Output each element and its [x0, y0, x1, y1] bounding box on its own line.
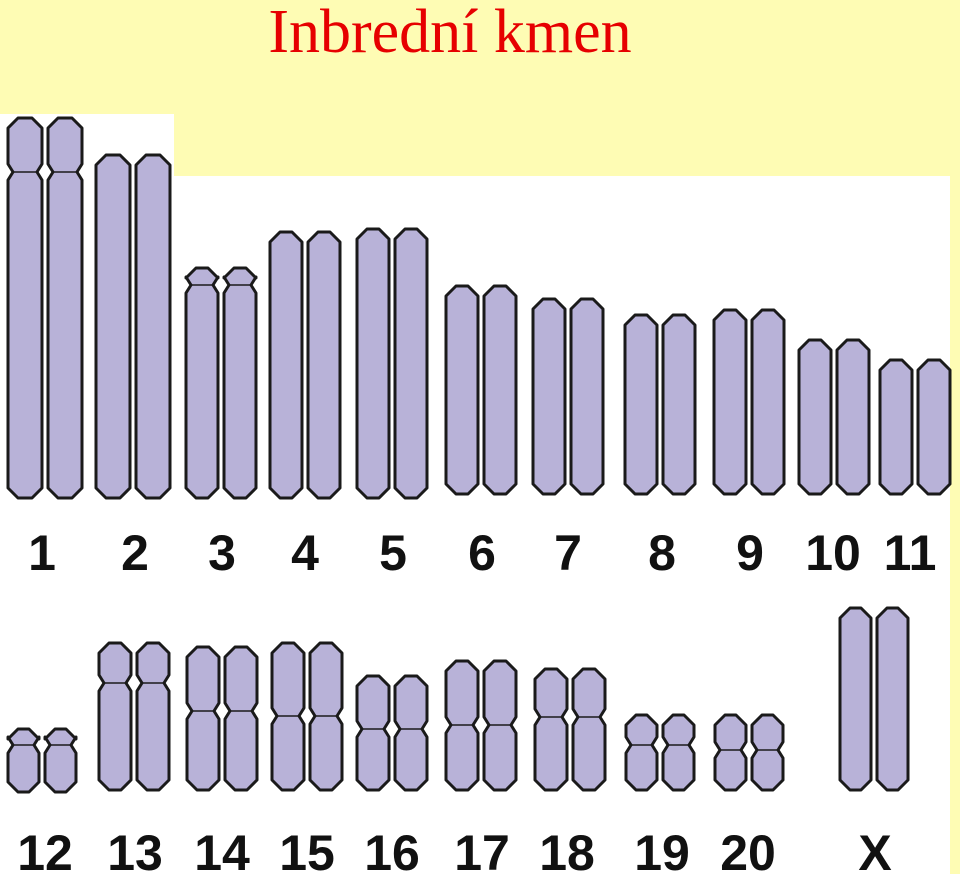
chromosome-label-2: 2: [121, 525, 149, 581]
chromatid: [750, 713, 785, 792]
chromosome-pair-6: [444, 284, 518, 496]
chromosome-pair-1: [6, 116, 84, 500]
chromosome-pair-7: [531, 297, 605, 496]
chromosome-label-14: 14: [194, 825, 250, 874]
chromosome-label-x: X: [858, 825, 891, 874]
chromatid: [482, 284, 518, 496]
chromosome-label-19: 19: [634, 825, 690, 874]
chromatid: [533, 667, 569, 792]
chromatid: [569, 297, 605, 496]
chromatid: [624, 713, 659, 792]
chromatid: [878, 358, 914, 496]
chromatid: [835, 338, 871, 496]
chromosome-label-1: 1: [28, 525, 56, 581]
chromosome-pair-4: [268, 230, 342, 500]
chromatid: [222, 266, 258, 500]
chromosome-label-5: 5: [379, 525, 407, 581]
chromosome-pair-11: [878, 358, 952, 496]
chromatid: [6, 727, 41, 794]
chromosome-label-9: 9: [736, 525, 764, 581]
chromosome-pair-9: [712, 308, 786, 496]
chromatid: [355, 227, 391, 500]
chromosome-label-17: 17: [454, 825, 510, 874]
chromosome-pair-18: [533, 667, 607, 792]
chromatid: [6, 116, 44, 500]
chromatid: [268, 230, 304, 500]
chromosome-pair-16: [355, 674, 429, 792]
chromatid: [184, 266, 220, 500]
chromosome-pair-8: [623, 313, 697, 496]
chromosome-pair-x: [838, 606, 910, 792]
chromosome-pair-5: [355, 227, 429, 500]
chromatid: [393, 674, 429, 792]
chromatid: [916, 358, 952, 496]
chromosome-pair-20: [713, 713, 785, 792]
chromatid: [97, 641, 133, 792]
chromosome-label-4: 4: [291, 525, 319, 581]
chromosome-pair-13: [97, 641, 171, 792]
chromosome-pair-17: [444, 659, 518, 792]
chromatid: [135, 641, 171, 792]
chromosome-label-6: 6: [468, 525, 496, 581]
chromatid: [797, 338, 833, 496]
chromatid: [623, 313, 659, 496]
chromosome-pair-3: [184, 266, 258, 500]
chromatid: [46, 116, 84, 500]
chromatid: [94, 153, 132, 500]
chromatid: [661, 313, 697, 496]
chromosome-pair-14: [185, 645, 259, 792]
chromatid: [444, 284, 480, 496]
chromosome-label-12: 12: [17, 825, 73, 874]
chromosome-label-13: 13: [107, 825, 163, 874]
yellow-right-border: [950, 176, 960, 874]
chromosome-pair-19: [624, 713, 696, 792]
chromosome-pair-12: [6, 727, 78, 794]
chromosome-label-15: 15: [279, 825, 335, 874]
chromosome-label-10: 10: [805, 525, 861, 581]
chromatid: [712, 308, 748, 496]
chromosome-label-20: 20: [720, 825, 776, 874]
chromatid: [875, 606, 910, 792]
chromatid: [355, 674, 391, 792]
chromatid: [713, 713, 748, 792]
chromosome-label-8: 8: [648, 525, 676, 581]
chromosome-pair-15: [270, 641, 344, 792]
chromatid: [306, 230, 342, 500]
chromatid: [531, 297, 567, 496]
chromatid: [838, 606, 873, 792]
chromosome-label-18: 18: [539, 825, 595, 874]
chromatid: [571, 667, 607, 792]
chromosome-pair-2: [94, 153, 172, 500]
chromosome-label-3: 3: [208, 525, 236, 581]
chromatid: [185, 645, 221, 792]
chromatid: [661, 713, 696, 792]
chromatid: [134, 153, 172, 500]
chromosome-label-16: 16: [364, 825, 420, 874]
chromosome-label-11: 11: [884, 525, 937, 581]
chromatid: [393, 227, 429, 500]
chromatid: [43, 727, 78, 794]
chromatid: [750, 308, 786, 496]
page-title: Inbrední kmen: [268, 0, 632, 66]
chromosome-label-7: 7: [554, 525, 582, 581]
chromatid: [223, 645, 259, 792]
chromosome-pair-10: [797, 338, 871, 496]
